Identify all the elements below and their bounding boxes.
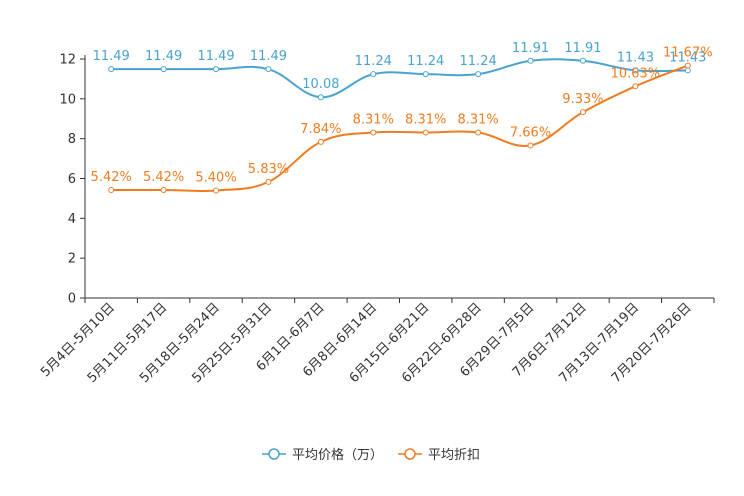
series-2-data-label: 5.42%	[91, 170, 132, 185]
series-2-data-label: 5.83%	[248, 162, 289, 177]
series-1-data-label: 11.43	[617, 50, 654, 65]
series-1-point	[475, 71, 482, 78]
series-2-data-label: 11.67%	[663, 46, 713, 61]
series-2-point	[475, 129, 482, 136]
legend[interactable]: 平均价格（万） 平均折扣	[262, 447, 480, 463]
series-1-line	[111, 58, 688, 99]
series-2-point	[527, 142, 534, 149]
series-2-data-label: 9.33%	[562, 92, 603, 107]
series-1-data-label: 11.49	[145, 49, 182, 64]
series-1-point	[160, 66, 167, 73]
series-2-point	[684, 62, 691, 69]
series-1-data-label: 11.49	[250, 49, 287, 64]
series-1-data-label: 10.08	[302, 77, 339, 92]
series-2-point	[317, 138, 324, 145]
series-2-data-label: 8.31%	[405, 112, 446, 127]
data-labels-layer: 11.49 11.49 11.49 11.49 10.08 11.24 11.24 11.24…	[91, 41, 713, 186]
series-2-point	[108, 187, 115, 194]
series-layer	[108, 57, 691, 194]
series-1-point	[579, 57, 586, 64]
series-2-data-label: 10.63%	[611, 66, 661, 81]
legend-item-2-label: 平均折扣	[428, 448, 480, 463]
axes: 0246810125月4日-5月10日5月11日-5月17日5月18日-5月24…	[38, 53, 715, 386]
series-2-data-label: 7.66%	[510, 125, 551, 140]
series-2-point	[632, 83, 639, 90]
series-2-data-label: 7.84%	[300, 122, 341, 137]
series-1-data-label: 11.91	[512, 41, 549, 56]
series-1-data-label: 11.43	[669, 50, 706, 65]
series-1-data-label: 11.49	[197, 49, 234, 64]
legend-item-1-label: 平均价格（万）	[292, 447, 383, 463]
series-1-point	[108, 66, 115, 73]
y-tick-label: 2	[68, 252, 76, 267]
series-1-point	[527, 57, 534, 64]
series-2-data-label: 8.31%	[457, 112, 498, 127]
y-tick-label: 6	[68, 172, 76, 187]
y-tick-label: 12	[59, 53, 76, 68]
y-tick-label: 10	[59, 92, 76, 107]
y-tick-label: 4	[68, 212, 76, 227]
series-2-point	[265, 178, 272, 185]
series-1-point	[265, 66, 272, 73]
series-1-point	[684, 67, 691, 74]
series-1-point	[370, 71, 377, 78]
y-tick-label: 0	[68, 292, 76, 307]
series-2-point	[579, 109, 586, 116]
series-1-data-label: 11.24	[355, 54, 392, 69]
series-1-data-label: 11.24	[407, 54, 444, 69]
legend-item-2-marker	[404, 448, 416, 460]
series-2-point	[370, 129, 377, 136]
series-2-data-label: 8.31%	[353, 112, 394, 127]
series-1-data-label: 11.24	[460, 54, 497, 69]
series-1-point	[213, 66, 220, 73]
series-2-data-label: 5.40%	[195, 170, 236, 185]
series-2-point	[213, 187, 220, 194]
y-tick-label: 8	[68, 132, 76, 147]
series-2-point	[422, 129, 429, 136]
legend-item-1-marker	[268, 448, 280, 460]
series-1-point	[422, 71, 429, 78]
series-2-point	[160, 187, 167, 194]
series-1-point	[632, 67, 639, 74]
series-1-point	[317, 94, 324, 101]
series-2-data-label: 5.42%	[143, 170, 184, 185]
series-1-data-label: 11.49	[93, 49, 130, 64]
series-1-data-label: 11.91	[564, 41, 601, 56]
